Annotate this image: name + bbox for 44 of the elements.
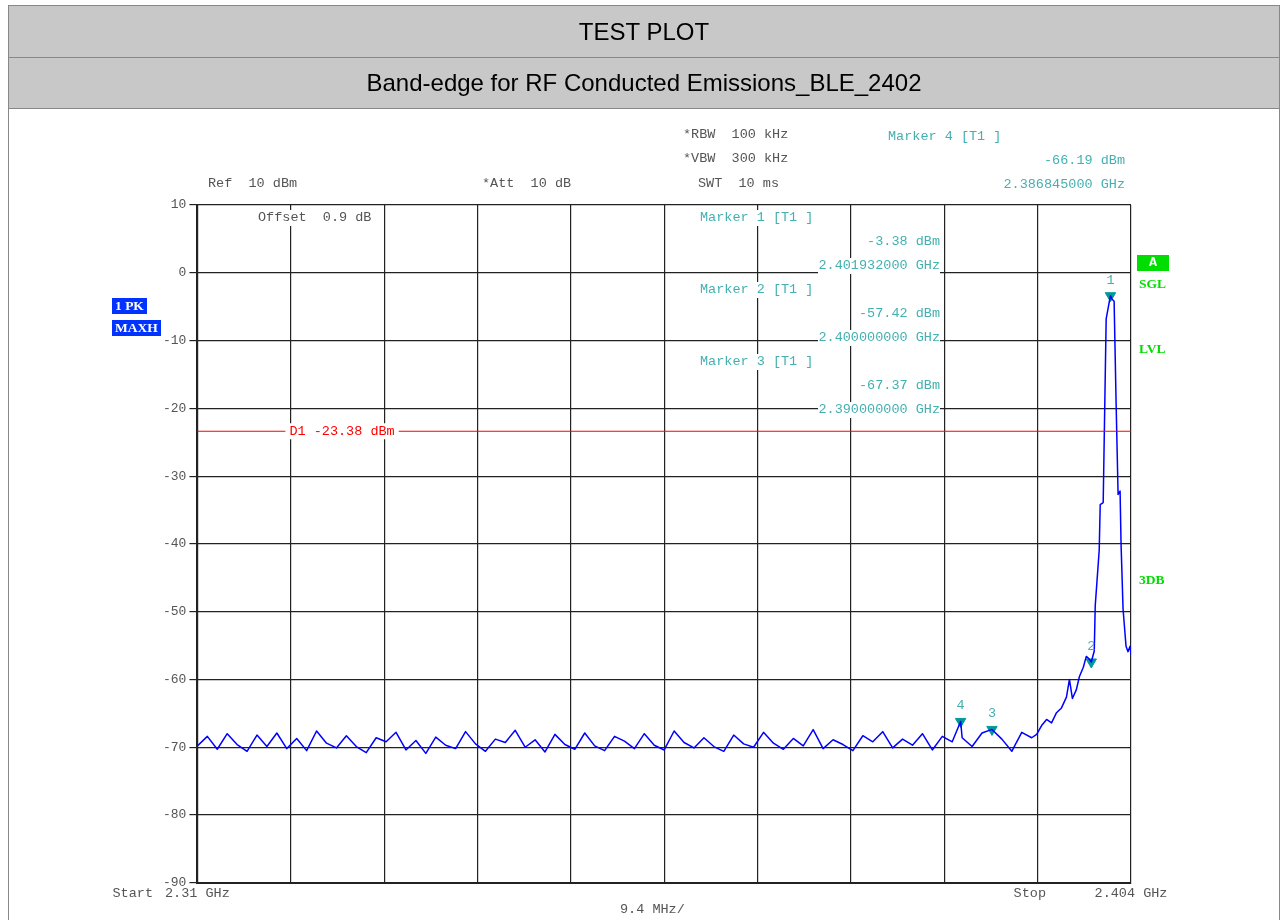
annotation: 3 (987, 706, 997, 722)
y-tick-label: 10 (170, 197, 187, 213)
annotation: 4 (956, 698, 965, 714)
y-tick-label: -20 (163, 400, 187, 416)
text: 2.386845000 GHz (1003, 177, 1125, 193)
annotation: -67.37 dBm (858, 378, 940, 394)
annotation: -3.38 dBm (867, 234, 940, 250)
text: -66.19 dBm (1043, 153, 1125, 169)
y-tick-label: -40 (163, 536, 187, 552)
y-tick-label: -30 (163, 468, 187, 484)
ref-line-label: D1 -23.38 dBm (289, 423, 395, 439)
annotation: 1 (1106, 272, 1115, 288)
text: *VBW 300 kHz (683, 151, 789, 167)
y-tick-label: -80 (163, 807, 187, 823)
text: A (1137, 255, 1170, 271)
y-tick-label: -10 (163, 333, 187, 348)
text: Ref 10 dBm (208, 176, 298, 192)
text: 3DB (1139, 572, 1165, 588)
y-tick-label: -70 (163, 739, 187, 755)
annotation: Marker 2 [T1 ] (700, 282, 814, 298)
y-tick-label: -60 (163, 671, 187, 687)
text: 9.4 MHz/ (620, 902, 685, 918)
x-tick-label: 2.404 GHz (1094, 886, 1168, 902)
y-tick-label: -50 (163, 604, 187, 620)
text: MAXH (112, 320, 161, 336)
annotation: Offset 0.9 dB (258, 210, 372, 226)
annotation: 2.400000000 GHz (818, 330, 940, 346)
annotation: Marker 1 [T1 ] (700, 210, 814, 226)
text: SGL (1139, 276, 1167, 292)
text: *RBW 100 kHz (683, 127, 789, 143)
text: 1 PK (112, 298, 147, 314)
annotation: Marker 3 [T1 ] (700, 354, 814, 370)
chart-subtitle: Band-edge for RF Conducted Emissions_BLE_2402 (8, 57, 1280, 109)
text: Stop (1013, 886, 1046, 902)
text: *Att 10 dB (482, 176, 572, 192)
y-tick-label: 0 (178, 265, 187, 281)
text: Start (112, 886, 153, 902)
annotation: -57.42 dBm (858, 306, 940, 322)
chart-title: TEST PLOT (8, 5, 1280, 58)
annotation: 2.401932000 GHz (818, 258, 940, 274)
text: Marker 4 [T1 ] (888, 129, 1002, 145)
text: SWT 10 ms (698, 176, 780, 192)
text: LVL (1139, 341, 1166, 357)
annotation: 2.390000000 GHz (818, 402, 940, 418)
